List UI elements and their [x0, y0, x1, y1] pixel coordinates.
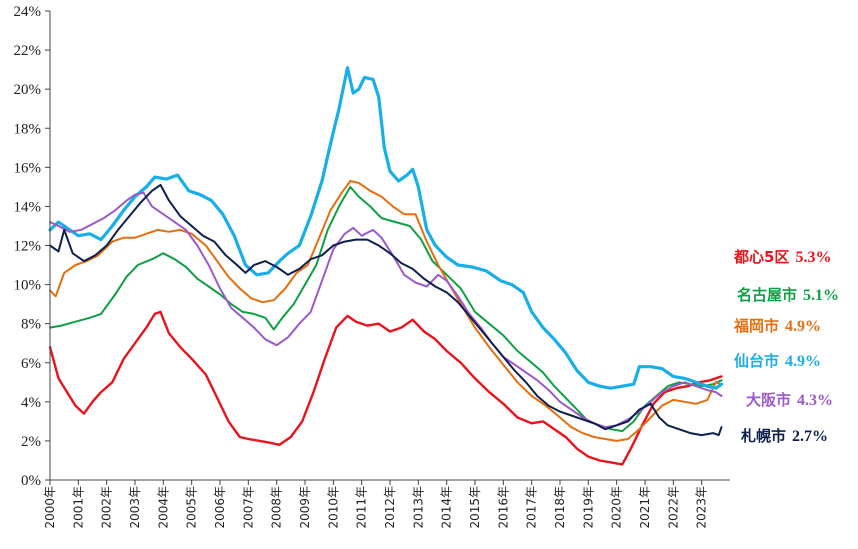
series-line — [49, 185, 723, 433]
series-name: 名古屋市 — [737, 286, 797, 304]
series-line — [49, 180, 723, 442]
x-tick-label: 2008年 — [270, 486, 284, 529]
x-tick-label: 2006年 — [213, 486, 227, 529]
x-tick-label: 2002年 — [100, 486, 114, 529]
series-labels: 都心5区 5.3% 名古屋市 5.1% 福岡市 4.9% 仙台市 4.9% 大阪市 4.3% 札幌市… — [733, 248, 839, 445]
x-tick-label: 2014年 — [440, 486, 454, 529]
series-value: 5.1% — [803, 287, 839, 304]
series-label: 福岡市 4.9% — [733, 317, 821, 335]
x-tick-label: 2016年 — [496, 486, 510, 529]
series-line — [48, 310, 723, 466]
x-tick-label: 2018年 — [553, 486, 567, 529]
y-tick-label: 0% — [21, 473, 41, 489]
series-value: 4.9% — [785, 318, 821, 335]
y-tick-label: 6% — [21, 356, 41, 372]
x-tick-label: 2020年 — [610, 486, 624, 529]
x-tick-label: 2022年 — [666, 486, 680, 529]
x-tick-label: 2019年 — [581, 486, 595, 529]
series-label: 仙台市 4.9% — [734, 352, 821, 370]
x-tick-label: 2005年 — [185, 486, 199, 529]
x-tick-label: 2009年 — [298, 486, 312, 529]
series-value: 4.3% — [797, 392, 833, 409]
series-label: 大阪市 4.3% — [746, 391, 833, 409]
series-line — [49, 191, 723, 429]
series-name: 都心5区 — [733, 248, 789, 266]
x-tick-label: 2003年 — [128, 486, 142, 529]
x-tick-label: 2001年 — [71, 486, 85, 529]
y-tick-label: 8% — [21, 317, 41, 333]
x-tick-label: 2010年 — [326, 486, 340, 529]
series-label: 名古屋市 5.1% — [737, 286, 839, 304]
x-tick-label: 2012年 — [383, 486, 397, 529]
series-name: 大阪市 — [746, 391, 791, 409]
series-label: 都心5区 5.3% — [733, 248, 831, 266]
axes — [49, 11, 730, 481]
y-tick-label: 12% — [14, 239, 42, 255]
series-value: 2.7% — [792, 428, 828, 445]
series-name: 福岡市 — [733, 317, 779, 335]
series-line — [48, 66, 724, 390]
y-tick-label: 20% — [14, 82, 42, 98]
y-tick-label: 16% — [14, 160, 42, 176]
y-tick-label: 2% — [21, 434, 41, 450]
series-name: 仙台市 — [734, 352, 779, 370]
y-tick-label: 14% — [14, 199, 42, 215]
series-value: 5.3% — [795, 249, 831, 266]
series-line — [49, 183, 723, 437]
y-tick-label: 18% — [14, 121, 42, 137]
x-tick-label: 2023年 — [695, 486, 709, 529]
series-name: 札幌市 — [740, 427, 786, 445]
y-tick-label: 4% — [21, 395, 41, 411]
x-tick-label: 2017年 — [525, 486, 539, 529]
series-label: 札幌市 2.7% — [740, 427, 828, 445]
x-axis-ticks: 2000年 2001年 2002年 2003年 2004年 2005年 2006年 2007年… — [43, 480, 709, 529]
x-tick-label: 2013年 — [411, 486, 425, 529]
x-tick-label: 2000年 — [43, 486, 57, 529]
x-tick-label: 2007年 — [241, 486, 255, 529]
y-axis-ticks: 0% 2% 4% 6% 8% 10% 12% 14% 16% 18% 20% 22% 24% — [14, 4, 50, 489]
x-tick-label: 2004年 — [156, 486, 170, 529]
x-tick-label: 2021年 — [638, 486, 652, 529]
y-tick-label: 24% — [14, 4, 42, 20]
x-tick-label: 2011年 — [355, 486, 369, 529]
series-value: 4.9% — [785, 353, 821, 370]
series-lines — [48, 66, 724, 466]
x-tick-label: 2015年 — [468, 486, 482, 529]
y-tick-label: 22% — [14, 43, 42, 59]
y-tick-label: 10% — [14, 278, 42, 294]
